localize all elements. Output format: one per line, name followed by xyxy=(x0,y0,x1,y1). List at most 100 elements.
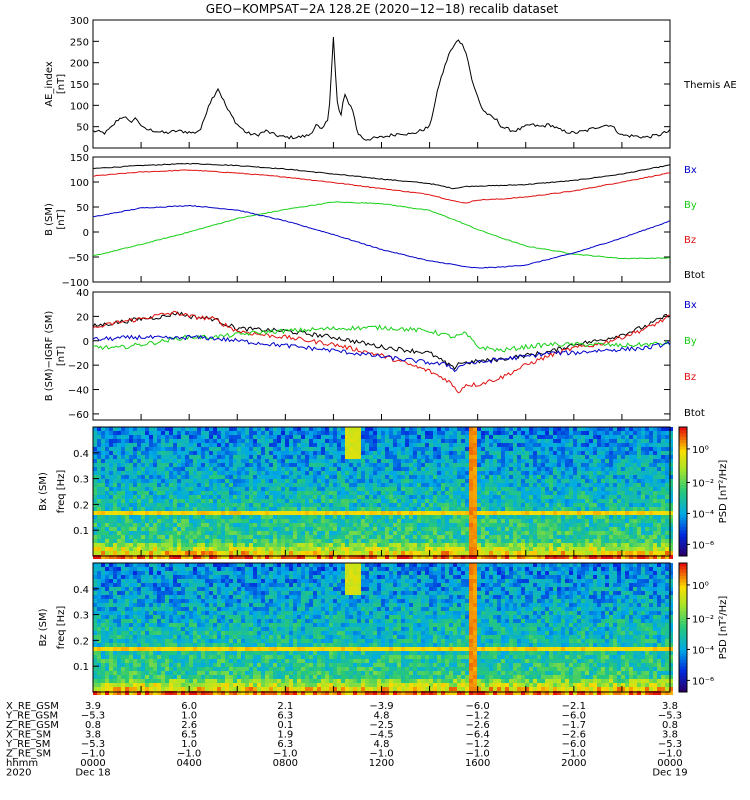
spectrogram-cell xyxy=(581,479,585,483)
spectrogram-cell xyxy=(465,475,469,479)
spectrogram-cell xyxy=(453,535,457,539)
spectrogram-cell xyxy=(453,527,457,531)
spectrogram-cell xyxy=(257,451,261,455)
spectrogram-cell xyxy=(537,435,541,439)
spectrogram-cell xyxy=(353,467,357,471)
spectrogram-cell xyxy=(493,479,497,483)
spectrogram-cell xyxy=(545,483,549,487)
spectrogram-cell xyxy=(393,543,397,547)
spectrogram-cell xyxy=(609,479,613,483)
spectrogram-cell xyxy=(381,495,385,499)
spectrogram-cell xyxy=(237,487,241,491)
spectrogram-cell xyxy=(273,515,277,519)
spectrogram-cell xyxy=(565,435,569,439)
spectrogram-cell xyxy=(349,551,353,555)
spectrogram-cell xyxy=(393,555,397,559)
spectrogram-cell xyxy=(609,487,613,491)
spectrogram-cell xyxy=(573,535,577,539)
panel-bx-spec: 0.10.20.30.4Bx (SM) freq [Hz]10⁰10⁻²10⁻⁴1… xyxy=(38,426,729,559)
spectrogram-cell xyxy=(473,467,477,471)
spectrogram-cell xyxy=(149,527,153,531)
spectrogram-cell xyxy=(381,491,385,495)
spectrogram-cell xyxy=(669,471,673,475)
spectrogram-cell xyxy=(481,495,485,499)
spectrogram-cell xyxy=(117,447,121,451)
spectrogram-cell xyxy=(625,475,629,479)
spectrogram-cell xyxy=(529,527,533,531)
spectrogram-cell xyxy=(125,531,129,535)
spectrogram-cell xyxy=(197,503,201,507)
spectrogram-cell xyxy=(377,451,381,455)
spectrogram-cell xyxy=(129,467,133,471)
spectrogram-cell xyxy=(189,491,193,495)
spectrogram-cell xyxy=(429,463,433,467)
spectrogram-cell xyxy=(261,511,265,515)
spectrogram-cell xyxy=(105,431,109,435)
spectrogram-cell xyxy=(541,491,545,495)
spectrogram-cell xyxy=(433,519,437,523)
spectrogram-cell xyxy=(513,531,517,535)
spectrogram-cell xyxy=(589,463,593,467)
spectrogram-cell xyxy=(389,491,393,495)
spectrogram-cell xyxy=(453,523,457,527)
spectrogram-cell xyxy=(621,515,625,519)
spectrogram-cell xyxy=(485,523,489,527)
spectrogram-cell xyxy=(121,495,125,499)
spectrogram-cell xyxy=(461,555,465,559)
spectrogram-cell xyxy=(545,531,549,535)
spectrogram-cell xyxy=(657,427,661,431)
spectrogram-cell xyxy=(149,451,153,455)
spectrogram-cell xyxy=(453,543,457,547)
spectrogram-cell xyxy=(205,463,209,467)
spectrogram-cell xyxy=(641,459,645,463)
spectrogram-cell xyxy=(549,491,553,495)
legend-bx: Bx xyxy=(684,300,697,311)
colorbar-frame xyxy=(678,426,688,557)
spectrogram-cell xyxy=(361,555,365,559)
spectrogram-cell xyxy=(453,491,457,495)
spectrogram-cell xyxy=(481,463,485,467)
spectrogram-cell xyxy=(661,443,665,447)
spectrogram-cell xyxy=(629,467,633,471)
spectrogram-cell xyxy=(477,487,481,491)
spectrogram-cell xyxy=(601,491,605,495)
spectrogram-cell xyxy=(561,551,565,555)
spectrogram-cell xyxy=(533,515,537,519)
spectrogram-cell xyxy=(173,523,177,527)
spectrogram-cell xyxy=(533,427,537,431)
spectrogram-cell xyxy=(501,479,505,483)
spectrogram-cell xyxy=(557,535,561,539)
spectrogram-cell xyxy=(641,455,645,459)
spectrogram-cell xyxy=(125,427,129,431)
spectrogram-cell xyxy=(453,515,457,519)
spectrogram-cell xyxy=(433,443,437,447)
spectrogram-cell xyxy=(393,479,397,483)
spectrogram-cell xyxy=(413,547,417,551)
spectrogram-cell xyxy=(605,491,609,495)
spectrogram-cell xyxy=(445,471,449,475)
spectrogram-cell xyxy=(361,503,365,507)
spectrogram-cell xyxy=(277,523,281,527)
spectrogram-cell xyxy=(453,479,457,483)
spectrogram-cell xyxy=(525,519,529,523)
spectrogram-cell xyxy=(513,535,517,539)
spectrogram-cell xyxy=(493,487,497,491)
spectrogram-cell xyxy=(165,475,169,479)
spectrogram-cell xyxy=(461,435,465,439)
spectrogram-cell xyxy=(305,471,309,475)
spectrogram-cell xyxy=(501,535,505,539)
spectrogram-cell xyxy=(233,459,237,463)
spectrogram-cell xyxy=(493,543,497,547)
spectrogram-cell xyxy=(265,479,269,483)
spectrogram-cell xyxy=(277,459,281,463)
spectrogram-cell xyxy=(517,515,521,519)
spectrogram-cell xyxy=(501,507,505,511)
spectrogram-cell xyxy=(189,555,193,559)
spectrogram-cell xyxy=(629,523,633,527)
spectrogram-cell xyxy=(621,531,625,535)
spectrogram-cell xyxy=(537,547,541,551)
spectrogram-cell xyxy=(181,463,185,467)
spectrogram-cell xyxy=(461,471,465,475)
spectrogram-cell xyxy=(573,531,577,535)
spectrogram-cell xyxy=(497,551,501,555)
